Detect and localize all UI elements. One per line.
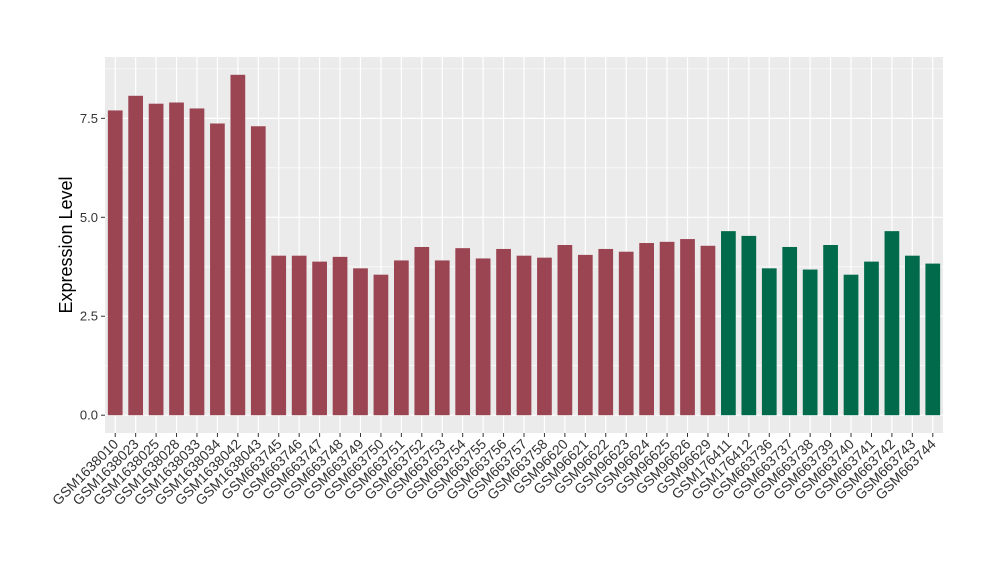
bar-GSM663738 <box>802 269 818 416</box>
bar-GSM663739 <box>823 245 838 416</box>
y-tick-label: 7.5 <box>80 111 98 126</box>
bar-GSM663744 <box>925 263 941 416</box>
bar-GSM176412 <box>741 235 757 416</box>
bar-GSM96626 <box>680 239 695 416</box>
bar-GSM1638023 <box>128 95 144 416</box>
y-axis: 0.0 2.5 5.0 7.5 <box>80 111 105 423</box>
bar-GSM663758 <box>537 257 552 416</box>
bar-GSM663750 <box>373 274 389 416</box>
bar-GSM1638025 <box>148 103 164 416</box>
bar-GSM96629 <box>700 245 716 416</box>
bar-GSM663742 <box>884 231 900 416</box>
bar-GSM96621 <box>577 254 593 416</box>
y-tick-label: 5.0 <box>80 210 98 225</box>
x-axis: GSM1638010GSM1638023GSM1638025GSM1638028… <box>49 433 939 508</box>
y-tick-label: 2.5 <box>80 309 98 324</box>
y-tick-label: 0.0 <box>80 408 98 423</box>
bar-GSM663737 <box>782 246 798 416</box>
bar-GSM1638033 <box>189 108 205 416</box>
bar-GSM663749 <box>353 268 368 416</box>
bar-GSM96620 <box>557 245 573 416</box>
bar-GSM663748 <box>332 256 348 416</box>
bar-GSM663752 <box>414 246 430 416</box>
bar-GSM663741 <box>864 261 879 416</box>
bar-GSM663745 <box>271 255 287 416</box>
bar-GSM1638043 <box>250 126 266 416</box>
y-axis-title: Expression Level <box>56 176 76 313</box>
bar-GSM663743 <box>904 255 920 416</box>
bar-GSM663754 <box>455 248 471 416</box>
bar-GSM663746 <box>291 255 307 416</box>
bar-GSM663747 <box>312 261 327 416</box>
bar-GSM96625 <box>659 241 675 416</box>
bars <box>107 74 941 416</box>
bar-GSM1638042 <box>230 74 246 416</box>
bar-GSM176411 <box>721 231 736 416</box>
bar-GSM663751 <box>394 260 409 416</box>
bar-GSM1638028 <box>169 102 184 416</box>
bar-GSM1638010 <box>107 110 123 416</box>
bar-GSM663753 <box>434 260 450 416</box>
bar-GSM663736 <box>761 268 777 416</box>
bar-GSM96622 <box>598 248 614 416</box>
bar-GSM663755 <box>475 258 491 416</box>
bar-GSM663757 <box>516 255 532 416</box>
bar-GSM1638034 <box>210 123 225 416</box>
bar-GSM96624 <box>639 243 654 416</box>
bar-GSM663740 <box>843 274 859 416</box>
bar-GSM663756 <box>496 248 511 416</box>
bar-GSM96623 <box>618 251 634 416</box>
